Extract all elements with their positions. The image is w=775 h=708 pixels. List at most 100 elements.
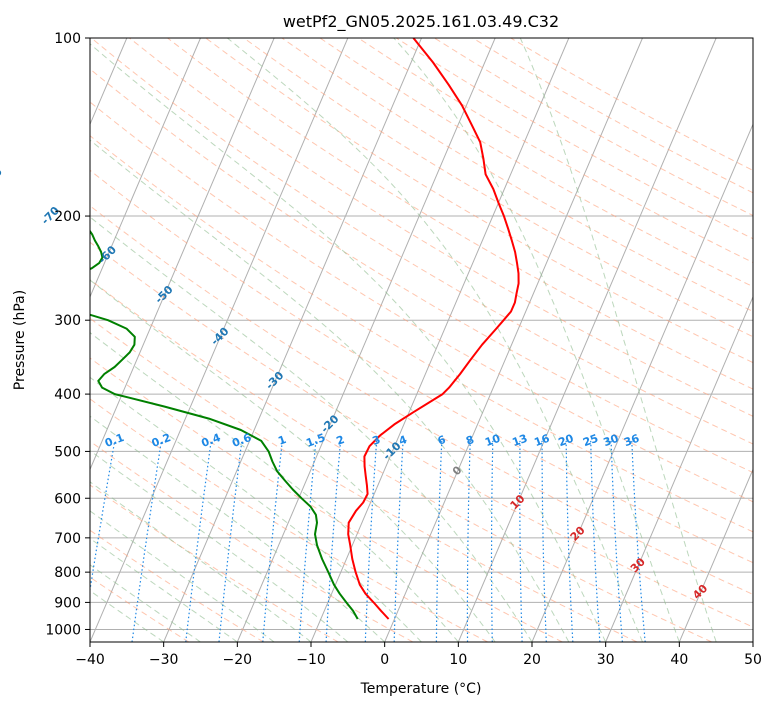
y-tick-label: 600 [54,491,81,507]
y-tick-label: 400 [54,387,81,403]
moist-adiabat-line [90,331,459,642]
x-tick-label: 0 [380,652,389,668]
plot-frame [89,37,754,643]
mixing-ratio-label: 0.1 [103,431,126,450]
mixing-ratio-line [218,440,243,642]
mixing-ratio-line [185,440,212,642]
mixing-ratio-line [435,440,443,642]
mixing-ratio-line [466,440,471,642]
skewed-isotherm-line [678,468,753,642]
skewed-isotherm-line [384,38,643,642]
moist-adiabat-line [90,564,201,642]
axes: −40 −30 −20 −10 0 10 20 30 40 5010020030040050060… [45,31,762,668]
x-tick-label: 40 [670,652,688,668]
moist-adiabat-line [226,38,643,642]
mixing-ratio-label: 10 [483,432,502,450]
x-tick-label: −10 [296,652,326,668]
mixing-ratio-line [565,440,574,642]
mixing-ratio-label: 1.5 [304,431,327,450]
dry-adiabat-line [90,169,753,564]
moist-adiabat-line [90,279,496,642]
mixing-ratio-line [364,440,378,642]
isotherm-label: -80 [0,165,5,188]
mixing-ratio-line [298,440,317,642]
dry-adiabat-line [129,38,753,417]
mixing-ratio-line [393,440,404,642]
dry-adiabat-line [243,38,753,338]
moist-adiabat-line [90,510,275,642]
moist-adiabat-line [90,216,533,642]
mixing-ratio-line [325,440,342,642]
mixing-ratio-label: 30 [602,432,621,450]
x-tick-label: −40 [75,652,105,668]
dry-adiabat-line [90,38,753,445]
mixing-ratio-label: 0.4 [200,431,223,450]
x-tick-label: −30 [149,652,179,668]
skewed-isotherm-line [90,38,275,471]
mixing-ratio-label: 13 [510,432,529,449]
y-tick-label: 1000 [45,622,81,638]
y-tick-label: 200 [54,209,81,225]
temperature-profile-line [347,38,520,620]
moist-adiabat-line [90,139,570,642]
moist-adiabat-line [519,38,717,642]
mixing-ratio-line [519,440,523,642]
dry-adiabat-line [90,317,638,642]
x-tick-label: −20 [223,652,253,668]
y-tick-label: 900 [54,595,81,611]
mixing-ratio-label: 3 [371,433,383,448]
chart-title: wetPf2_GN05.2025.161.03.49.C32 [283,12,559,32]
x-tick-label: 10 [449,652,467,668]
dry-adiabat-line [90,279,712,642]
moist-adiabat-line [90,43,607,642]
y-tick-label: 100 [54,31,81,47]
x-tick-label: 20 [523,652,541,668]
mixing-ratio-label: 6 [436,433,448,448]
x-axis-label: Temperature (°C) [360,681,482,697]
dry-adiabat-line [90,357,563,642]
dewpoint-profile-line [90,229,359,620]
mixing-ratio-line [631,440,646,642]
y-tick-label: 500 [54,444,81,460]
dry-adiabat-line [281,38,753,313]
dry-adiabat-line [90,529,264,642]
moist-adiabat-line [393,38,680,642]
mixing-ratio-label: 0.6 [230,431,253,450]
skewed-isotherm-line [236,38,496,642]
dry-adiabat-line [90,101,753,503]
y-tick-label: 300 [54,313,81,329]
moist-adiabat-line [90,590,164,642]
moist-adiabat-line [90,481,312,642]
skewed-isotherm-line [531,123,753,642]
mixing-ratio-label: 0.2 [150,431,173,450]
dry-adiabat-line [90,484,339,642]
y-axis-label: Pressure (hPa) [12,290,28,390]
y-tick-label: 800 [54,565,81,581]
dry-adiabat-line [90,241,753,628]
skewed-isotherm-line [163,38,422,642]
mixing-ratio-line [490,440,494,642]
mixing-ratio-label: 1 [276,433,288,448]
dry-adiabat-line [90,135,753,533]
mixing-ratio-label: 4 [397,433,409,448]
dry-adiabat-line [90,205,753,595]
skewed-isotherm-line [457,38,717,642]
mixing-ratio-line [610,440,623,642]
background-guide-lines [90,38,753,642]
mixing-ratio-line [590,440,601,642]
mixing-ratio-label: 2 [335,433,347,448]
mixing-ratio-line [90,440,116,594]
mixing-ratio-line [262,440,283,642]
x-tick-label: 30 [597,652,615,668]
skewed-isotherm-line [605,295,753,642]
mixing-ratio-label: 25 [581,432,600,449]
dry-adiabat-line [90,398,488,642]
mixing-ratio-label: 16 [532,432,551,450]
sounding-curves [90,38,520,620]
mixing-ratio-line [541,440,547,642]
moist-adiabat-line [90,537,238,642]
y-tick-label: 700 [54,531,81,547]
mixing-ratio-label: 8 [464,433,476,448]
mixing-ratio-label: 36 [622,432,641,450]
